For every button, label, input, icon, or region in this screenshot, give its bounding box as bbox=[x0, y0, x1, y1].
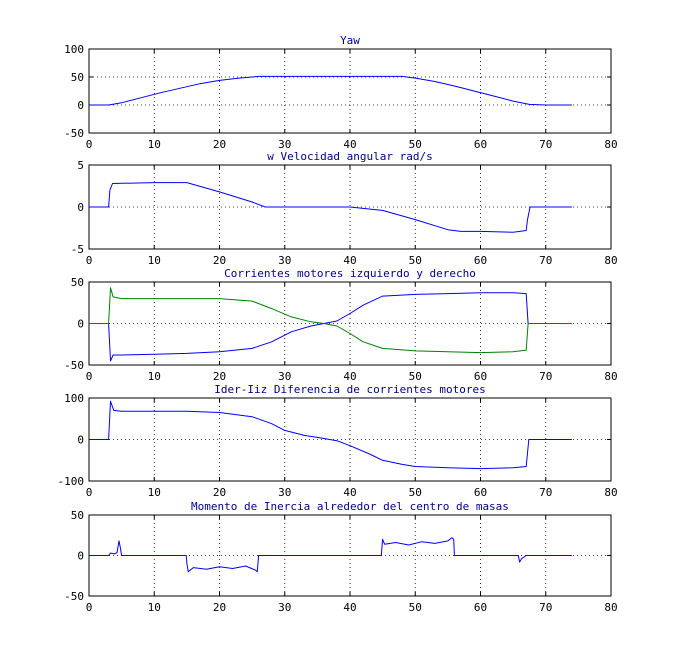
x-tick-label: 70 bbox=[539, 370, 552, 383]
chart-title: Corrientes motores izquierdo y derecho bbox=[224, 267, 476, 280]
x-tick-label: 10 bbox=[148, 138, 161, 151]
y-tick-label: -50 bbox=[64, 590, 84, 603]
y-tick-label: 50 bbox=[71, 71, 84, 84]
x-tick-label: 40 bbox=[343, 370, 356, 383]
x-tick-label: 40 bbox=[343, 138, 356, 151]
x-tick-label: 50 bbox=[409, 370, 422, 383]
x-tick-label: 50 bbox=[409, 486, 422, 499]
x-tick-label: 60 bbox=[474, 138, 487, 151]
y-tick-label: 0 bbox=[77, 201, 84, 214]
x-tick-label: 10 bbox=[148, 601, 161, 614]
x-tick-label: 10 bbox=[148, 254, 161, 267]
y-tick-label: 100 bbox=[64, 392, 84, 405]
x-tick-label: 20 bbox=[213, 486, 226, 499]
series-line-1 bbox=[89, 75, 572, 106]
x-tick-label: 30 bbox=[278, 486, 291, 499]
plot-area bbox=[88, 48, 612, 134]
x-tick-label: 40 bbox=[343, 601, 356, 614]
x-tick-label: 0 bbox=[86, 254, 93, 267]
x-tick-label: 40 bbox=[343, 486, 356, 499]
y-tick-label: 0 bbox=[77, 550, 84, 563]
x-tick-label: 10 bbox=[148, 486, 161, 499]
x-tick-label: 60 bbox=[474, 486, 487, 499]
x-tick-label: 0 bbox=[86, 486, 93, 499]
x-tick-label: 70 bbox=[539, 254, 552, 267]
x-tick-label: 0 bbox=[86, 601, 93, 614]
x-tick-label: 30 bbox=[278, 138, 291, 151]
y-tick-label: -50 bbox=[64, 359, 84, 372]
x-tick-label: 70 bbox=[539, 486, 552, 499]
x-tick-label: 20 bbox=[213, 370, 226, 383]
chart-title: w Velocidad angular rad/s bbox=[267, 150, 433, 163]
y-tick-label: 0 bbox=[77, 318, 84, 331]
x-tick-label: 70 bbox=[539, 138, 552, 151]
chart-title: Ider-Iiz Diferencia de corrientes motore… bbox=[214, 383, 486, 396]
y-tick-label: 100 bbox=[64, 43, 84, 56]
y-tick-label: -50 bbox=[64, 127, 84, 140]
x-tick-label: 70 bbox=[539, 601, 552, 614]
chart-title: Momento de Inercia alrededor del centro … bbox=[191, 500, 509, 513]
x-tick-label: 0 bbox=[86, 370, 93, 383]
y-tick-label: 0 bbox=[77, 99, 84, 112]
x-tick-label: 10 bbox=[148, 370, 161, 383]
series-line-1 bbox=[89, 400, 572, 470]
x-tick-label: 80 bbox=[604, 254, 617, 267]
series-line-2 bbox=[89, 287, 572, 354]
y-tick-label: -5 bbox=[71, 243, 84, 256]
series-line-1 bbox=[89, 537, 572, 573]
series-line-1 bbox=[89, 182, 572, 233]
y-tick-label: 5 bbox=[77, 159, 84, 172]
y-tick-label: -100 bbox=[58, 475, 85, 488]
x-tick-label: 0 bbox=[86, 138, 93, 151]
x-tick-label: 60 bbox=[474, 370, 487, 383]
x-tick-label: 20 bbox=[213, 138, 226, 151]
x-tick-label: 30 bbox=[278, 254, 291, 267]
x-tick-label: 30 bbox=[278, 370, 291, 383]
x-tick-label: 80 bbox=[604, 370, 617, 383]
x-tick-label: 60 bbox=[474, 601, 487, 614]
x-tick-label: 80 bbox=[604, 601, 617, 614]
x-tick-label: 40 bbox=[343, 254, 356, 267]
x-tick-label: 30 bbox=[278, 601, 291, 614]
x-tick-label: 20 bbox=[213, 601, 226, 614]
chart-title: Yaw bbox=[340, 34, 360, 47]
y-tick-label: 50 bbox=[71, 509, 84, 522]
x-tick-label: 80 bbox=[604, 486, 617, 499]
x-tick-label: 50 bbox=[409, 254, 422, 267]
x-tick-label: 50 bbox=[409, 601, 422, 614]
x-tick-label: 20 bbox=[213, 254, 226, 267]
x-tick-label: 80 bbox=[604, 138, 617, 151]
y-tick-label: 0 bbox=[77, 434, 84, 447]
x-tick-label: 60 bbox=[474, 254, 487, 267]
y-tick-label: 50 bbox=[71, 276, 84, 289]
x-tick-label: 50 bbox=[409, 138, 422, 151]
